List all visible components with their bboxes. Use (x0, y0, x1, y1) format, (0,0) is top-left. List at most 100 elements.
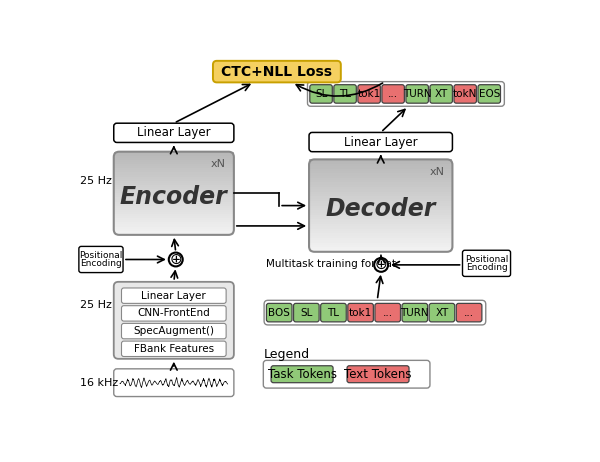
FancyBboxPatch shape (293, 304, 319, 322)
FancyBboxPatch shape (309, 133, 452, 152)
Bar (309, 194, 452, 197)
Text: TL: TL (328, 308, 340, 317)
FancyBboxPatch shape (402, 304, 428, 322)
Text: Multitask training format: Multitask training format (266, 259, 397, 269)
Bar (309, 162, 452, 164)
Text: Linear Layer: Linear Layer (344, 135, 418, 149)
Bar (114, 201, 234, 204)
Bar (309, 187, 452, 190)
Bar (114, 181, 234, 183)
FancyBboxPatch shape (478, 85, 500, 103)
Bar (114, 214, 234, 217)
Bar (114, 162, 234, 164)
Bar (114, 183, 234, 185)
FancyBboxPatch shape (114, 123, 234, 142)
FancyBboxPatch shape (320, 304, 346, 322)
Text: CTC+NLL Loss: CTC+NLL Loss (221, 65, 332, 79)
Bar (309, 238, 452, 241)
Bar (309, 203, 452, 206)
Bar (114, 229, 234, 231)
Bar (309, 164, 452, 167)
FancyBboxPatch shape (213, 61, 341, 82)
Bar (114, 166, 234, 169)
Text: CNN-FrontEnd: CNN-FrontEnd (137, 309, 210, 318)
Text: SpecAugment(): SpecAugment() (133, 326, 214, 336)
Text: SL: SL (300, 308, 313, 317)
Text: Legend: Legend (263, 348, 310, 361)
Bar (309, 240, 452, 243)
Text: SL: SL (315, 89, 327, 99)
Bar (309, 229, 452, 231)
Bar (114, 152, 234, 154)
Bar (114, 176, 234, 179)
Bar (114, 226, 234, 229)
Text: EOS: EOS (479, 89, 500, 99)
Text: Text Tokens: Text Tokens (344, 368, 412, 381)
Bar (309, 224, 452, 227)
Circle shape (169, 253, 183, 267)
Bar (309, 219, 452, 222)
Text: 25 Hz: 25 Hz (80, 176, 112, 186)
FancyBboxPatch shape (348, 304, 373, 322)
Text: 25 Hz: 25 Hz (80, 300, 112, 310)
Bar (114, 206, 234, 208)
FancyBboxPatch shape (121, 288, 226, 304)
Bar (114, 210, 234, 213)
Bar (114, 193, 234, 196)
Bar (114, 164, 234, 167)
FancyBboxPatch shape (463, 250, 511, 276)
Bar (114, 231, 234, 233)
Bar (114, 218, 234, 221)
Bar (309, 192, 452, 195)
Bar (309, 196, 452, 199)
Bar (309, 185, 452, 188)
Bar (309, 189, 452, 192)
Text: BOS: BOS (268, 308, 290, 317)
Bar (309, 245, 452, 248)
Bar (309, 217, 452, 220)
Text: ⊕: ⊕ (169, 252, 182, 267)
Bar (114, 233, 234, 235)
Text: TURN: TURN (401, 308, 429, 317)
FancyBboxPatch shape (121, 306, 226, 321)
Bar (309, 176, 452, 178)
Text: xN: xN (430, 167, 445, 177)
FancyBboxPatch shape (114, 282, 234, 359)
Bar (114, 220, 234, 223)
Bar (309, 169, 452, 171)
Bar (114, 195, 234, 198)
Text: Positional: Positional (79, 251, 122, 260)
Text: xN: xN (211, 159, 226, 170)
Bar (114, 212, 234, 214)
Bar (309, 210, 452, 213)
Circle shape (374, 258, 388, 272)
FancyBboxPatch shape (457, 304, 482, 322)
Text: Positional: Positional (465, 255, 508, 264)
FancyBboxPatch shape (310, 85, 332, 103)
FancyBboxPatch shape (430, 85, 452, 103)
Text: TL: TL (339, 89, 351, 99)
Bar (309, 178, 452, 181)
FancyBboxPatch shape (347, 366, 409, 383)
Text: ...: ... (388, 89, 398, 99)
Bar (114, 200, 234, 202)
Bar (114, 225, 234, 227)
Text: Encoder: Encoder (120, 185, 227, 209)
Bar (114, 204, 234, 206)
Bar (114, 197, 234, 200)
Bar (309, 249, 452, 252)
Bar (114, 222, 234, 225)
Text: TURN: TURN (403, 89, 431, 99)
FancyBboxPatch shape (79, 246, 123, 273)
FancyBboxPatch shape (375, 304, 401, 322)
Bar (309, 180, 452, 183)
Bar (114, 160, 234, 163)
Text: Decoder: Decoder (326, 197, 436, 221)
FancyBboxPatch shape (263, 360, 430, 388)
Bar (114, 170, 234, 173)
Bar (309, 206, 452, 208)
Bar (114, 156, 234, 158)
Bar (114, 187, 234, 189)
Bar (309, 231, 452, 234)
Text: tok1: tok1 (349, 308, 372, 317)
